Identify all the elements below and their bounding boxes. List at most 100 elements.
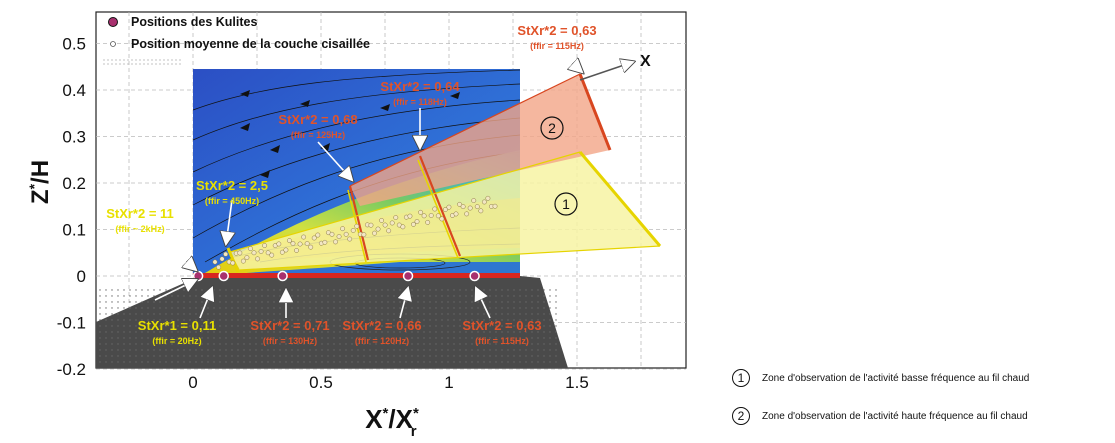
ground-dot — [357, 301, 359, 303]
ground-dot — [285, 325, 287, 327]
probe-lines-red — [348, 155, 462, 261]
ground-dot — [369, 331, 371, 333]
ground-dot — [531, 361, 533, 363]
ground-dot — [207, 307, 209, 309]
ground-dot — [141, 313, 143, 315]
ground-dot — [345, 343, 347, 345]
shear-marker — [393, 215, 399, 220]
ground-dot — [171, 361, 173, 363]
ground-dot — [387, 301, 389, 303]
shear-marker — [464, 211, 470, 217]
ground-dot — [237, 313, 239, 315]
shear-marker — [301, 234, 307, 240]
ground-dot — [345, 301, 347, 303]
ground-dot — [135, 355, 137, 357]
ground-dot — [297, 337, 299, 339]
ground-dot — [525, 331, 527, 333]
ground-dot — [171, 307, 173, 309]
ground-dot — [441, 313, 443, 315]
ground-dot — [225, 295, 227, 297]
ground-dot — [117, 349, 119, 351]
ground-dot — [339, 355, 341, 357]
ground-dot — [381, 319, 383, 321]
scatter-dot — [143, 59, 145, 61]
ground-dot — [507, 361, 509, 363]
ground-dot — [471, 331, 473, 333]
ground-dot — [261, 337, 263, 339]
ground-dot — [147, 307, 149, 309]
ground-dot — [393, 331, 395, 333]
ground-dot — [381, 361, 383, 363]
shear-marker — [471, 198, 477, 204]
ground-dot — [375, 331, 377, 333]
ground-dot — [111, 307, 113, 309]
ground-dot — [495, 301, 497, 303]
ground-dot — [513, 319, 515, 321]
ground-dot — [459, 343, 461, 345]
ground-dot — [165, 301, 167, 303]
ground-dot — [147, 325, 149, 327]
ground-dot — [225, 313, 227, 315]
ground-dot — [543, 331, 545, 333]
zone-2-description: Zone d'observation de l'activité haute f… — [762, 410, 1028, 422]
ground-dot — [531, 319, 533, 321]
ground-dot — [549, 289, 551, 291]
ground-dot — [303, 361, 305, 363]
ground-dot — [231, 343, 233, 345]
ground-dot — [183, 295, 185, 297]
ground-dot — [267, 325, 269, 327]
ground-dot — [417, 331, 419, 333]
ground-dot — [321, 343, 323, 345]
y-tick-label: -0.2 — [57, 360, 86, 379]
strouhal-label: StXr*2 = 0,71 — [250, 318, 329, 333]
shear-marker — [421, 213, 427, 219]
ground-dot — [129, 319, 131, 321]
ground-dot — [411, 313, 413, 315]
ground-dot — [519, 349, 521, 351]
ground-dot — [189, 361, 191, 363]
ground-dot — [417, 355, 419, 357]
ground-dot — [507, 343, 509, 345]
ground-dot — [189, 307, 191, 309]
ground-dot — [399, 355, 401, 357]
ground-dot — [291, 331, 293, 333]
ground-dot — [495, 343, 497, 345]
ground-dot — [303, 319, 305, 321]
ground-dot — [531, 295, 533, 297]
ground-dot — [531, 337, 533, 339]
ground-dot — [495, 295, 497, 297]
ground-dot — [225, 349, 227, 351]
ground-dot — [543, 295, 545, 297]
ground-dot — [441, 331, 443, 333]
ground-dot — [333, 349, 335, 351]
ground-dot — [525, 337, 527, 339]
frequency-label: (ffir = 115Hz) — [530, 41, 584, 51]
shear-marker — [244, 255, 250, 260]
ground-dot — [99, 295, 101, 297]
ground-dot — [555, 331, 557, 333]
ground-dot — [267, 361, 269, 363]
ground-dot — [387, 289, 389, 291]
ground-dot — [417, 343, 419, 345]
ground-dot — [549, 295, 551, 297]
ground-dot — [435, 313, 437, 315]
ground-dot — [333, 307, 335, 309]
annotation-arrow — [226, 199, 232, 244]
ground-dot — [297, 349, 299, 351]
ground-dot — [273, 307, 275, 309]
ground-dot — [477, 325, 479, 327]
ground-dot — [255, 337, 257, 339]
ground-dot — [453, 349, 455, 351]
ground-dot — [531, 355, 533, 357]
ground-dot — [471, 349, 473, 351]
ground-dot — [339, 289, 341, 291]
ground-dot — [411, 331, 413, 333]
ground-dot — [321, 337, 323, 339]
ground-dot — [177, 301, 179, 303]
ground-dot — [441, 289, 443, 291]
scatter-dot — [115, 59, 117, 61]
ground-dot — [507, 349, 509, 351]
ground-dot — [111, 349, 113, 351]
ground-dot — [447, 313, 449, 315]
ground-dot — [423, 301, 425, 303]
